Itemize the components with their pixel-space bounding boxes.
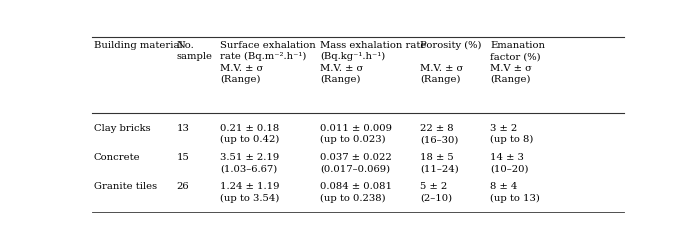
Text: Clay bricks: Clay bricks bbox=[94, 124, 150, 133]
Text: 14 ± 3
(10–20): 14 ± 3 (10–20) bbox=[490, 153, 529, 173]
Text: 0.084 ± 0.081
(up to 0.238): 0.084 ± 0.081 (up to 0.238) bbox=[320, 182, 392, 203]
Text: 13: 13 bbox=[177, 124, 189, 133]
Text: Emanation
factor (%)
M.V ± σ
(Range): Emanation factor (%) M.V ± σ (Range) bbox=[490, 41, 545, 84]
Text: 0.011 ± 0.009
(up to 0.023): 0.011 ± 0.009 (up to 0.023) bbox=[320, 124, 392, 144]
Text: Concrete: Concrete bbox=[94, 153, 140, 162]
Text: 1.24 ± 1.19
(up to 3.54): 1.24 ± 1.19 (up to 3.54) bbox=[220, 182, 279, 203]
Text: Building material: Building material bbox=[94, 41, 182, 50]
Text: 22 ± 8
(16–30): 22 ± 8 (16–30) bbox=[420, 124, 459, 144]
Text: 0.21 ± 0.18
(up to 0.42): 0.21 ± 0.18 (up to 0.42) bbox=[220, 124, 279, 144]
Text: Granite tiles: Granite tiles bbox=[94, 182, 157, 191]
Text: 26: 26 bbox=[177, 182, 189, 191]
Text: Surface exhalation
rate (Bq.m⁻².h⁻¹)
M.V. ± σ
(Range): Surface exhalation rate (Bq.m⁻².h⁻¹) M.V… bbox=[220, 41, 315, 85]
Text: Mass exhalation rate
(Bq.kg⁻¹.h⁻¹)
M.V. ± σ
(Range): Mass exhalation rate (Bq.kg⁻¹.h⁻¹) M.V. … bbox=[320, 41, 426, 85]
Text: No.
sample: No. sample bbox=[177, 41, 212, 61]
Text: 3 ± 2
(up to 8): 3 ± 2 (up to 8) bbox=[490, 124, 534, 144]
Text: 15: 15 bbox=[177, 153, 189, 162]
Text: 8 ± 4
(up to 13): 8 ± 4 (up to 13) bbox=[490, 182, 540, 203]
Text: Porosity (%)

M.V. ± σ
(Range): Porosity (%) M.V. ± σ (Range) bbox=[420, 41, 482, 84]
Text: 18 ± 5
(11–24): 18 ± 5 (11–24) bbox=[420, 153, 459, 173]
Text: 3.51 ± 2.19
(1.03–6.67): 3.51 ± 2.19 (1.03–6.67) bbox=[220, 153, 279, 173]
Text: 5 ± 2
(2–10): 5 ± 2 (2–10) bbox=[420, 182, 452, 203]
Text: 0.037 ± 0.022
(0.017–0.069): 0.037 ± 0.022 (0.017–0.069) bbox=[320, 153, 392, 173]
